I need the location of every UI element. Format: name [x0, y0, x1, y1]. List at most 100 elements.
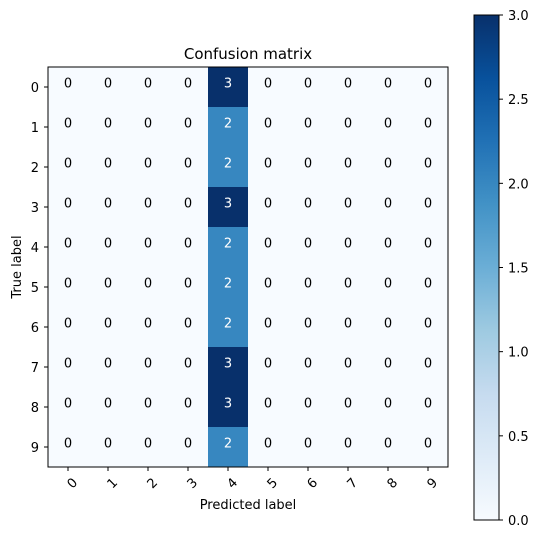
heatmap-cell — [48, 227, 89, 268]
cell-value-label: 0 — [184, 437, 192, 452]
cell-value-label: 0 — [144, 397, 152, 412]
cell-value-label: 0 — [384, 317, 392, 332]
y-tick-label: 6 — [31, 321, 39, 336]
cell-value-label: 0 — [424, 437, 432, 452]
heatmap-cell — [88, 227, 129, 268]
cell-value-label: 0 — [344, 237, 352, 252]
x-tick-label: 0 — [65, 475, 81, 491]
cell-value-label: 0 — [64, 117, 72, 132]
heatmap-cell — [208, 427, 249, 468]
heatmap-cell — [368, 427, 409, 468]
heatmap-cell — [48, 267, 89, 308]
cell-value-label: 0 — [104, 277, 112, 292]
heatmap-cell — [368, 307, 409, 348]
cell-value-label: 2 — [224, 277, 232, 292]
y-tick-label: 3 — [31, 201, 39, 216]
heatmap-cell — [208, 227, 249, 268]
chart-title: Confusion matrix — [184, 45, 312, 63]
cell-value-label: 0 — [344, 397, 352, 412]
heatmap-cell — [328, 387, 369, 428]
heatmap-cell — [408, 67, 449, 108]
cell-value-label: 0 — [184, 397, 192, 412]
heatmap-cell — [48, 67, 89, 108]
colorbar — [473, 14, 500, 521]
cell-value-label: 0 — [344, 77, 352, 92]
colorbar-ticks: 0.0 0.5 1.0 1.5 2.0 2.5 3.0 — [499, 9, 529, 529]
heatmap-cell — [208, 107, 249, 148]
cell-value-label: 0 — [344, 317, 352, 332]
cell-value-label: 0 — [64, 237, 72, 252]
x-tick-label: 4 — [225, 475, 241, 491]
cell-value-label: 0 — [424, 357, 432, 372]
cell-value-label: 3 — [224, 77, 232, 92]
heatmap-cell — [208, 387, 249, 428]
cell-value-label: 0 — [304, 237, 312, 252]
heatmap-cell — [48, 387, 89, 428]
heatmap-cell — [288, 347, 329, 388]
heatmap-cell — [168, 267, 209, 308]
cell-value-label: 0 — [144, 157, 152, 172]
heatmap-cell — [328, 147, 369, 188]
x-tick-label: 2 — [145, 475, 161, 491]
heatmap-cell — [328, 267, 369, 308]
cell-value-label: 0 — [384, 197, 392, 212]
y-tick-label: 4 — [31, 241, 39, 256]
heatmap-cell — [328, 427, 369, 468]
cell-value-label: 0 — [264, 117, 272, 132]
colorbar-tick-label: 0.0 — [508, 514, 529, 529]
cell-value-label: 0 — [264, 77, 272, 92]
cell-value-label: 0 — [184, 237, 192, 252]
heatmap-cell — [368, 347, 409, 388]
cell-value-label: 0 — [264, 237, 272, 252]
heatmap-cell — [328, 107, 369, 148]
heatmap-cell — [168, 307, 209, 348]
cell-value-label: 0 — [104, 357, 112, 372]
heatmap-cell — [368, 67, 409, 108]
heatmap-cell — [408, 267, 449, 308]
cell-value-label: 0 — [64, 77, 72, 92]
heatmap-cell — [408, 307, 449, 348]
cell-value-label: 0 — [184, 117, 192, 132]
cell-value-label: 0 — [264, 397, 272, 412]
cell-value-label: 0 — [304, 397, 312, 412]
cell-value-label: 0 — [184, 277, 192, 292]
heatmap-cell — [328, 187, 369, 228]
heatmap-cell — [128, 187, 169, 228]
heatmap-cell — [248, 147, 289, 188]
cell-value-label: 0 — [144, 197, 152, 212]
cell-value-label: 0 — [264, 317, 272, 332]
cell-value-label: 0 — [384, 437, 392, 452]
heatmap-cell — [208, 147, 249, 188]
heatmap-cell — [208, 347, 249, 388]
cell-value-label: 0 — [344, 277, 352, 292]
heatmap-cell — [368, 227, 409, 268]
cell-value-label: 0 — [384, 397, 392, 412]
cell-value-label: 0 — [384, 237, 392, 252]
cell-value-label: 0 — [304, 437, 312, 452]
heatmap-cell — [408, 147, 449, 188]
heatmap-cell — [248, 67, 289, 108]
heatmap-cell — [368, 107, 409, 148]
heatmap-cell — [328, 67, 369, 108]
cell-value-label: 0 — [104, 157, 112, 172]
heatmap-cell — [48, 307, 89, 348]
cell-value-label: 0 — [344, 117, 352, 132]
heatmap-cell — [128, 267, 169, 308]
cell-value-label: 3 — [224, 197, 232, 212]
cell-value-label: 0 — [424, 197, 432, 212]
heatmap-cell — [248, 227, 289, 268]
x-tick-label: 8 — [385, 475, 401, 491]
cell-value-label: 0 — [344, 357, 352, 372]
heatmap-cell — [168, 227, 209, 268]
cell-value-label: 0 — [64, 437, 72, 452]
heatmap-cell — [168, 107, 209, 148]
heatmap-cell — [128, 427, 169, 468]
cell-value-label: 0 — [104, 197, 112, 212]
heatmap-cell — [368, 147, 409, 188]
heatmap-cell — [168, 67, 209, 108]
heatmap-cell — [248, 307, 289, 348]
heatmap-cell — [168, 347, 209, 388]
y-tick-label: 7 — [31, 361, 39, 376]
cell-value-label: 0 — [64, 197, 72, 212]
